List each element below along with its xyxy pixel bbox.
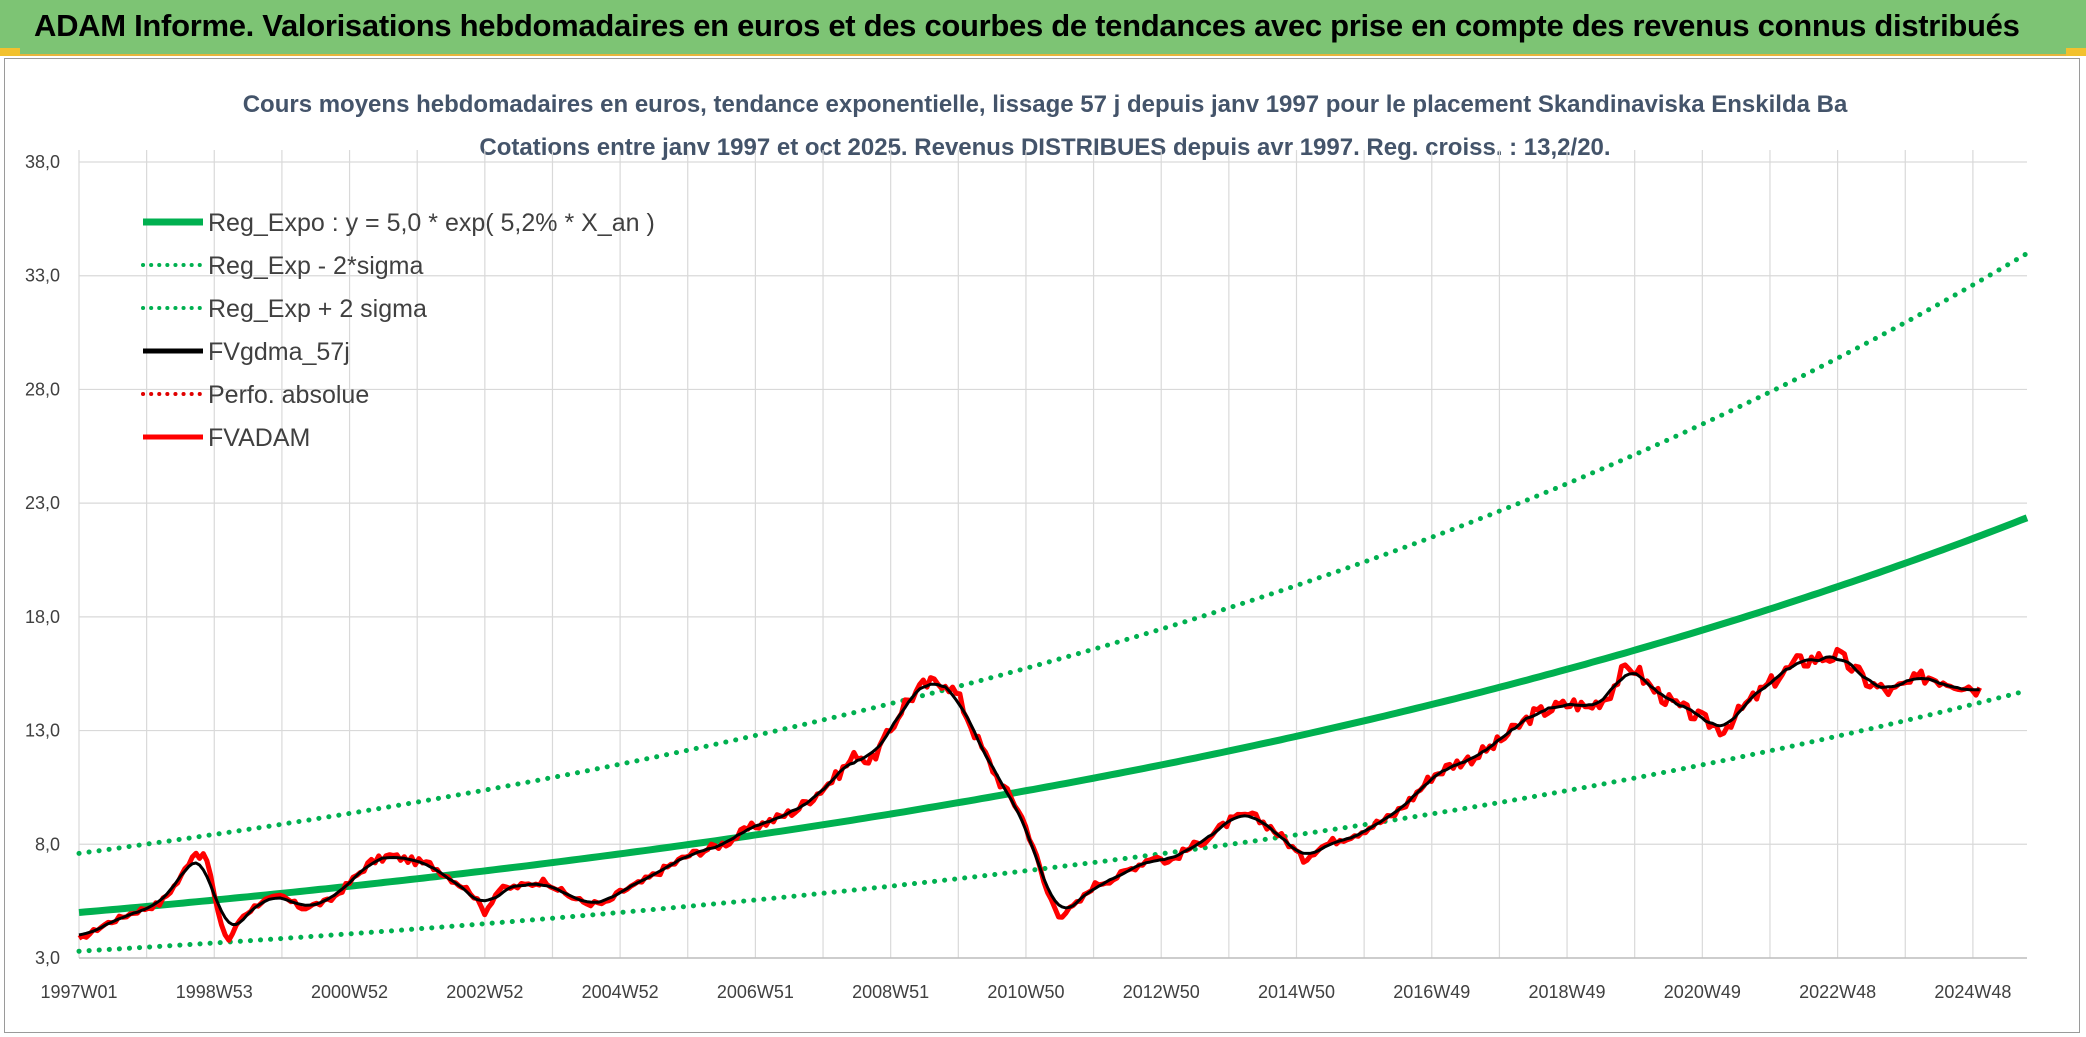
y-tick-label: 3,0 (35, 948, 60, 968)
chart-title: Cours moyens hebdomadaires en euros, ten… (243, 91, 1848, 118)
y-tick-label: 23,0 (25, 493, 60, 513)
x-tick-label: 2008W51 (852, 982, 929, 1002)
x-tick-label: 2016W49 (1393, 982, 1470, 1002)
report-title: ADAM Informe. Valorisations hebdomadaire… (34, 8, 2020, 43)
y-tick-label: 33,0 (25, 266, 60, 286)
legend-perfo-absolue-label: Perfo. absolue (208, 381, 369, 409)
y-tick-label: 8,0 (35, 834, 60, 854)
x-tick-label: 2014W50 (1258, 982, 1335, 1002)
x-tick-label: 2002W52 (446, 982, 523, 1002)
y-tick-label: 13,0 (25, 721, 60, 741)
series-fvgdma-57j (78, 655, 1980, 937)
x-tick-label: 1997W01 (40, 982, 117, 1002)
series-reg-expo (78, 514, 2029, 916)
x-tick-label: 1998W53 (176, 982, 253, 1002)
legend-fvgdma-57j-label: FVgdma_57j (208, 338, 350, 366)
x-tick-label: 2022W48 (1799, 982, 1876, 1002)
report-banner: ADAM Informe. Valorisations hebdomadaire… (0, 0, 2086, 56)
series-reg-exp-plus-2sigma (76, 250, 2030, 856)
chart-frame (4, 58, 2080, 1033)
legend-fvadam-label: FVADAM (208, 424, 310, 452)
banner-corner-right (2066, 48, 2086, 56)
series-layer (76, 250, 2030, 954)
banner-corner-left (0, 48, 20, 56)
legend-reg-exp-minus-2sigma-label: Reg_Exp - 2*sigma (208, 252, 423, 280)
legend: Reg_Expo : y = 5,0 * exp( 5,2% * X_an ) R… (141, 209, 655, 452)
legend-reg-expo-label: Reg_Expo : y = 5,0 * exp( 5,2% * X_an ) (208, 209, 655, 237)
y-tick-label: 28,0 (25, 379, 60, 399)
legend-reg-exp-plus-2sigma-label: Reg_Exp + 2 sigma (208, 295, 427, 323)
x-tick-label: 2004W52 (582, 982, 659, 1002)
y-tick-label: 18,0 (25, 607, 60, 627)
x-tick-label: 2012W50 (1123, 982, 1200, 1002)
x-tick-label: 2000W52 (311, 982, 388, 1002)
grid (78, 150, 2027, 959)
chart-subtitle: Cotations entre janv 1997 et oct 2025. R… (479, 134, 1610, 161)
y-tick-label: 38,0 (25, 152, 60, 172)
series-fvadam (77, 646, 1982, 943)
series-reg-exp-minus-2sigma (76, 688, 2030, 954)
x-tick-label: 2010W50 (987, 982, 1064, 1002)
x-tick-label: 2024W48 (1934, 982, 2011, 1002)
y-axis-labels: 3,0 8,0 13,0 18,0 23,0 28,0 33,0 38,0 (25, 152, 60, 968)
x-tick-label: 2006W51 (717, 982, 794, 1002)
x-tick-label: 2018W49 (1529, 982, 1606, 1002)
x-tick-label: 2020W49 (1664, 982, 1741, 1002)
x-axis-labels: 1997W01 1998W53 2000W52 2002W52 2004W52 2006W… (40, 982, 2011, 1002)
